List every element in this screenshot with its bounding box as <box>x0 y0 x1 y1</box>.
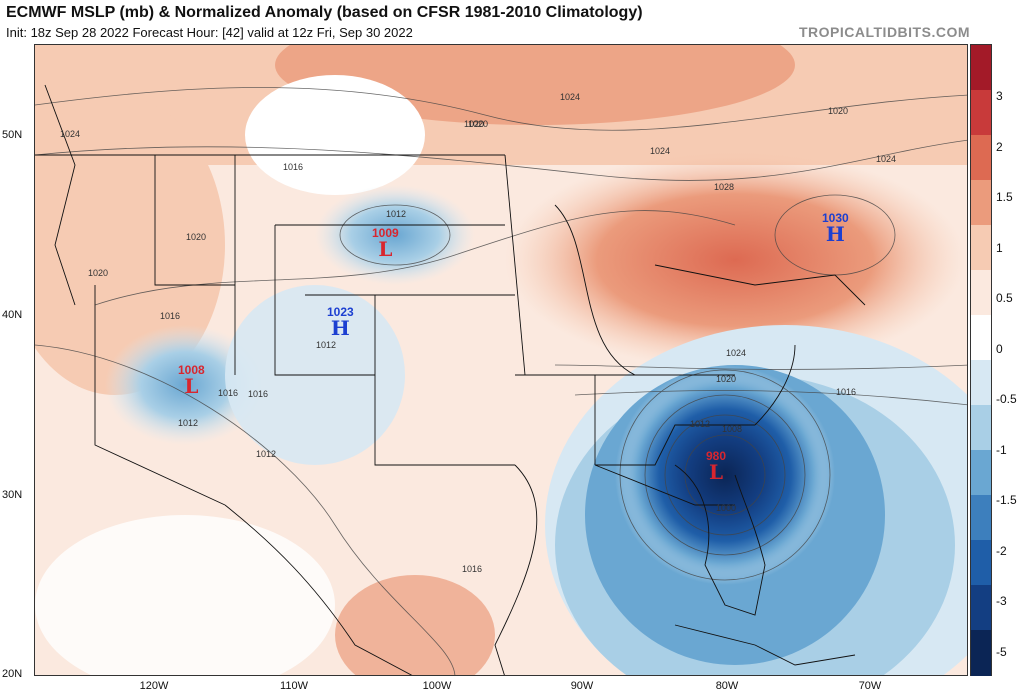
colorbar-segment <box>971 90 991 136</box>
low-pressure-marker: 1008 L <box>178 363 205 398</box>
system-pressure: 1009 <box>372 226 399 240</box>
colorbar-label: 2 <box>996 140 1003 154</box>
system-type: H <box>330 316 350 340</box>
colorbar-segment <box>971 270 991 316</box>
colorbar-segment <box>971 495 991 541</box>
lon-label-120w: 120W <box>139 680 169 692</box>
colorbar-segment <box>971 45 991 91</box>
isobar-label: 1012 <box>316 340 337 350</box>
chart-subtitle: Init: 18z Sep 28 2022 Forecast Hour: [42… <box>6 25 413 40</box>
system-pressure: 1030 <box>822 211 849 225</box>
colorbar-label: 0.5 <box>996 291 1013 305</box>
colorbar-label: -5 <box>996 645 1007 659</box>
isobar-label: 1000 <box>716 503 737 513</box>
colorbar-label: -0.5 <box>996 392 1017 406</box>
system-pressure: 1008 <box>178 363 205 377</box>
anomaly-field <box>35 45 967 675</box>
isobar-label: 1028 <box>714 182 735 192</box>
high-pressure-marker: 1030 H <box>822 211 849 246</box>
colorbar-label: 0 <box>996 342 1003 356</box>
lon-label-110w: 110W <box>280 680 308 692</box>
system-type: L <box>378 237 393 261</box>
map-panel <box>34 44 968 676</box>
system-pressure: 980 <box>706 449 727 463</box>
colorbar-segment <box>971 450 991 496</box>
lat-label-50n: 50N <box>2 129 23 141</box>
isobar-label: 1016 <box>283 162 304 172</box>
colorbar-segment <box>971 315 991 361</box>
colorbar-label: 1.5 <box>996 190 1013 204</box>
isobar-label: 1020 <box>468 119 489 129</box>
isobar-label: 1016 <box>836 387 857 397</box>
colorbar-segment <box>971 540 991 586</box>
colorbar-label: -1 <box>996 443 1007 457</box>
low-pressure-marker: 1009 L <box>372 226 399 261</box>
isobar-label: 1016 <box>218 388 239 398</box>
isobar-label: 1020 <box>828 106 849 116</box>
lon-label-80w: 80W <box>715 680 739 692</box>
lon-label-90w: 90W <box>570 680 594 692</box>
isobar-label: 1012 <box>256 449 277 459</box>
lat-label-30n: 30N <box>2 489 23 501</box>
system-pressure: 1023 <box>327 305 354 319</box>
colorbar-label: -3 <box>996 594 1007 608</box>
isobar-label: 1012 <box>386 209 407 219</box>
colorbar-label: 1 <box>996 241 1003 255</box>
colorbar-segment <box>971 630 991 676</box>
lon-label-100w: 100W <box>422 680 452 692</box>
header: ECMWF MSLP (mb) & Normalized Anomaly (ba… <box>0 0 1024 44</box>
colorbar-segment <box>971 135 991 181</box>
isobar-label: 1024 <box>650 146 671 156</box>
isobar-label: 1024 <box>60 129 81 139</box>
colorbar-segment <box>971 225 991 271</box>
isobar-label: 1012 <box>690 419 711 429</box>
lat-label-40n: 40N <box>2 309 23 321</box>
isobar-label: 1016 <box>462 564 483 574</box>
isobar-label: 1024 <box>560 92 581 102</box>
colorbar-segment <box>971 360 991 406</box>
chart-title: ECMWF MSLP (mb) & Normalized Anomaly (ba… <box>6 4 643 21</box>
isobar-label: 1024 <box>876 154 897 164</box>
isobar-label: 1020 <box>716 374 737 384</box>
system-type: L <box>184 374 199 398</box>
isobar-label: 1016 <box>248 389 269 399</box>
colorbar <box>970 44 992 676</box>
hurricane-low-marker: 980 L <box>706 449 727 484</box>
colorbar-label: 3 <box>996 89 1003 103</box>
colorbar-segment <box>971 585 991 631</box>
isobar-label: 1012 <box>178 418 199 428</box>
colorbar-label: -1.5 <box>996 493 1017 507</box>
colorbar-segment <box>971 180 991 226</box>
colorbar-label: -2 <box>996 544 1007 558</box>
brand-watermark[interactable]: TROPICALTIDBITS.COM <box>798 24 970 40</box>
isobar-label: 1024 <box>726 348 747 358</box>
isobar-label: 1020 <box>88 268 109 278</box>
isobar-label: 1016 <box>160 311 181 321</box>
lat-label-20n: 20N <box>2 668 23 680</box>
isobar-label: 1008 <box>722 424 743 434</box>
lon-label-70w: 70W <box>858 680 882 692</box>
isobar-label: 1020 <box>186 232 207 242</box>
isobar-label: 1020 <box>464 119 485 129</box>
system-type: L <box>708 460 724 484</box>
high-pressure-marker: 1023 H <box>327 305 354 340</box>
colorbar-segment <box>971 405 991 451</box>
system-type: H <box>825 222 845 246</box>
